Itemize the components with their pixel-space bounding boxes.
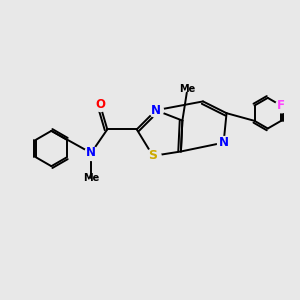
- Text: O: O: [95, 98, 105, 111]
- Text: N: N: [151, 104, 161, 117]
- Text: Me: Me: [83, 173, 99, 183]
- Text: Me: Me: [179, 84, 196, 94]
- Text: F: F: [277, 99, 285, 112]
- Text: N: N: [86, 146, 96, 159]
- Text: N: N: [219, 136, 229, 149]
- Text: S: S: [148, 149, 158, 162]
